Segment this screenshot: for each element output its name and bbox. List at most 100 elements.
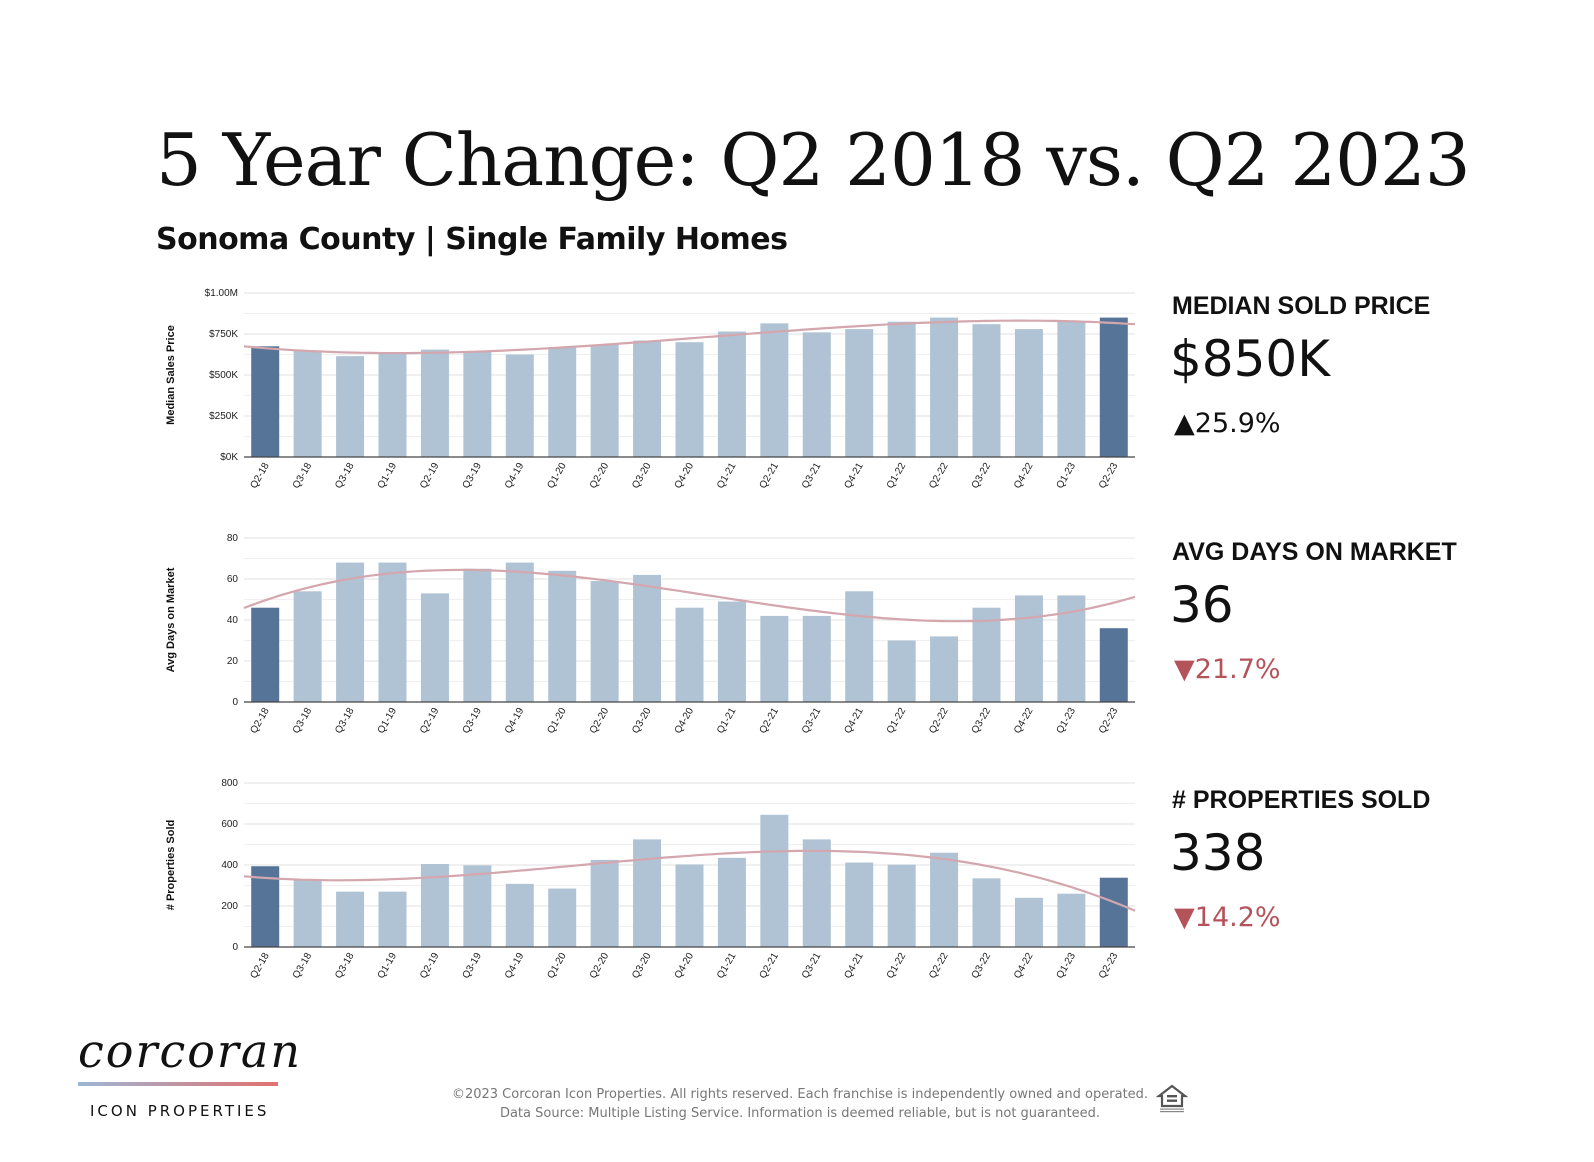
bar (590, 859, 619, 947)
bar (633, 574, 662, 702)
x-tick-label: Q1-22 (885, 951, 909, 981)
x-tick-label: Q4-22 (1012, 706, 1036, 736)
x-tick-label: Q1-21 (715, 951, 739, 981)
y-tick-label: $750K (209, 329, 238, 340)
x-tick-label: Q3-21 (800, 706, 824, 736)
y-tick-label: $500K (209, 370, 238, 381)
stat-change: ▲25.9% (1174, 408, 1281, 439)
x-tick-label: Q1-20 (545, 461, 569, 491)
y-tick-label: 200 (221, 901, 238, 912)
bar (1099, 877, 1128, 947)
bar (336, 356, 365, 457)
bar (463, 568, 492, 702)
bar (930, 636, 959, 702)
bar (887, 864, 916, 947)
x-tick-label: Q1-23 (1055, 461, 1079, 491)
x-tick-label: Q1-20 (545, 951, 569, 981)
days-on-market-chart: 0 20 40 60 80 Avg Days on Market Q2-18 Q3-18 Q3-… (165, 533, 1136, 736)
bar (463, 865, 492, 947)
x-tick-label: Q2-23 (1097, 461, 1121, 491)
bar (420, 349, 449, 457)
x-tick-label: Q1-21 (715, 706, 739, 736)
bar (845, 591, 874, 702)
bar (802, 839, 831, 947)
y-tick-label: $1.00M (205, 288, 238, 299)
bar (251, 346, 280, 457)
x-tick-label: Q2-19 (418, 951, 442, 981)
y-tick-label: 0 (232, 697, 238, 708)
bar (633, 340, 662, 457)
page-title: 5 Year Change: Q2 2018 vs. Q2 2023 (156, 118, 1471, 202)
bar (717, 331, 746, 457)
footer-line-2: Data Source: Multiple Listing Service. I… (499, 1106, 1101, 1121)
bar (1057, 893, 1086, 947)
bar (1014, 595, 1043, 702)
bar (845, 329, 874, 457)
x-tick-label: Q4-19 (503, 461, 527, 491)
x-tick-label: Q2-19 (418, 461, 442, 491)
x-tick-label: Q4-21 (842, 461, 866, 491)
bar (802, 615, 831, 702)
page-subtitle: Sonoma County | Single Family Homes (156, 222, 788, 257)
bar (972, 607, 1001, 702)
trendline (243, 849, 1136, 912)
bar (505, 354, 534, 457)
stat-label: # PROPERTIES SOLD (1172, 786, 1431, 814)
y-axis-title: Median Sales Price (165, 325, 177, 425)
bar (1099, 317, 1128, 457)
x-tick-label: Q3-18 (291, 951, 315, 981)
bar (463, 351, 492, 457)
x-tick-label: Q3-21 (800, 951, 824, 981)
x-tick-label: Q1-19 (376, 706, 400, 736)
x-tick-label: Q2-20 (588, 461, 612, 491)
y-tick-label: 60 (227, 574, 239, 585)
x-tick-label: Q2-22 (927, 461, 951, 491)
x-tick-label: Q3-21 (800, 461, 824, 491)
x-tick-label: Q4-20 (673, 461, 697, 491)
x-tick-label: Q2-23 (1097, 951, 1121, 981)
x-tick-label: Q3-20 (630, 951, 654, 981)
y-tick-label: $0K (220, 452, 238, 463)
bar (633, 839, 662, 947)
x-tick-label: Q2-21 (758, 951, 782, 981)
bar (293, 350, 322, 457)
x-tick-label: Q4-22 (1012, 461, 1036, 491)
x-tick-label: Q3-18 (333, 706, 357, 736)
bar (378, 891, 407, 947)
x-tick-label: Q3-22 (970, 706, 994, 736)
properties-sold-chart: 0 200 400 600 800 # Properties Sold Q2-18 Q3-18… (165, 778, 1136, 981)
x-tick-label: Q3-20 (630, 461, 654, 491)
y-tick-label: 80 (227, 533, 239, 544)
bar (887, 321, 916, 457)
x-tick-label: Q3-18 (291, 461, 315, 491)
x-tick-label: Q3-22 (970, 461, 994, 491)
x-tick-label: Q2-18 (248, 706, 272, 736)
y-tick-label: 600 (221, 819, 238, 830)
bar (675, 864, 704, 947)
bar (590, 344, 619, 457)
stat-change: ▼21.7% (1174, 654, 1281, 685)
x-tick-label: Q3-20 (630, 706, 654, 736)
y-tick-label: $250K (209, 411, 238, 422)
y-tick-label: 800 (221, 778, 238, 789)
bar (505, 883, 534, 947)
bar (336, 891, 365, 947)
x-tick-label: Q1-19 (376, 951, 400, 981)
bar (336, 562, 365, 702)
bar (717, 601, 746, 702)
y-axis-title: Avg Days on Market (165, 567, 177, 672)
bar (845, 862, 874, 947)
bar (802, 332, 831, 457)
bar (760, 814, 789, 947)
bar (548, 570, 577, 702)
stat-value: 338 (1170, 824, 1266, 882)
bar (1099, 628, 1128, 702)
bar (590, 581, 619, 702)
x-tick-label: Q2-20 (588, 706, 612, 736)
y-tick-label: 40 (227, 615, 239, 626)
trendline (243, 319, 1136, 355)
x-tick-label: Q2-21 (758, 461, 782, 491)
x-tick-label: Q1-22 (885, 461, 909, 491)
logo-wordmark: corcoran (78, 1024, 302, 1078)
bar (1014, 897, 1043, 947)
